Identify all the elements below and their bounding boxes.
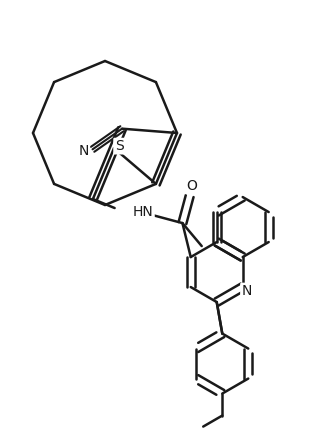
Text: N: N <box>241 284 252 298</box>
Text: HN: HN <box>133 205 153 219</box>
Text: N: N <box>78 144 89 158</box>
Text: S: S <box>114 139 123 153</box>
Text: O: O <box>186 179 197 193</box>
